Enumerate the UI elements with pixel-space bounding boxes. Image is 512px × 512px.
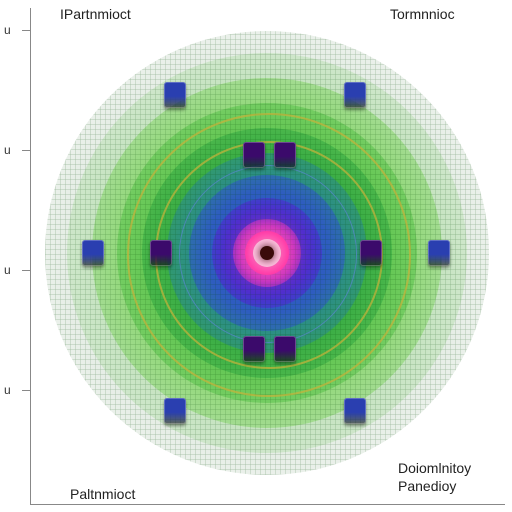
node-inner [150,240,172,266]
label-top-left: IPartnmioct [60,6,131,22]
label-bottom-left: Paltnmioct [70,486,135,502]
field-layer [260,246,274,260]
node-outer [344,82,366,108]
node-outer [164,398,186,424]
y-tick-label: u [4,263,11,277]
y-tick-label: u [4,383,11,397]
y-tick [22,150,30,151]
node-inner [274,336,296,362]
y-tick-label: u [4,143,11,157]
node-inner [243,336,265,362]
node-inner [274,142,296,168]
node-inner [243,142,265,168]
y-tick [22,390,30,391]
radial-diagram [38,24,496,482]
y-tick [22,30,30,31]
label-top-right: Tormnnioc [390,6,455,22]
node-outer [428,240,450,266]
node-outer [164,82,186,108]
node-inner [360,240,382,266]
y-tick-label: u [4,23,11,37]
node-outer [344,398,366,424]
node-outer [82,240,104,266]
y-tick [22,270,30,271]
